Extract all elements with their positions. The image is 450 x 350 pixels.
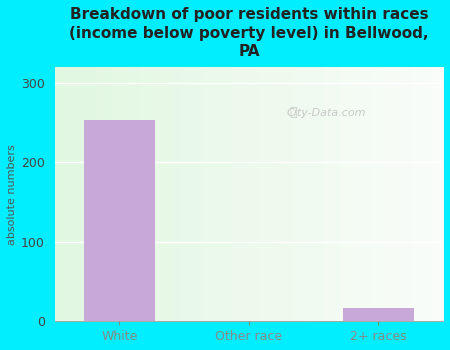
Bar [343, 308, 414, 321]
Text: City-Data.com: City-Data.com [287, 108, 366, 118]
Bar [84, 120, 155, 321]
Bar [84, 120, 155, 321]
Text: ⓘ: ⓘ [290, 106, 297, 119]
Title: Breakdown of poor residents within races
(income below poverty level) in Bellwoo: Breakdown of poor residents within races… [69, 7, 429, 59]
Bar [343, 308, 414, 321]
Y-axis label: absolute numbers: absolute numbers [7, 144, 17, 245]
